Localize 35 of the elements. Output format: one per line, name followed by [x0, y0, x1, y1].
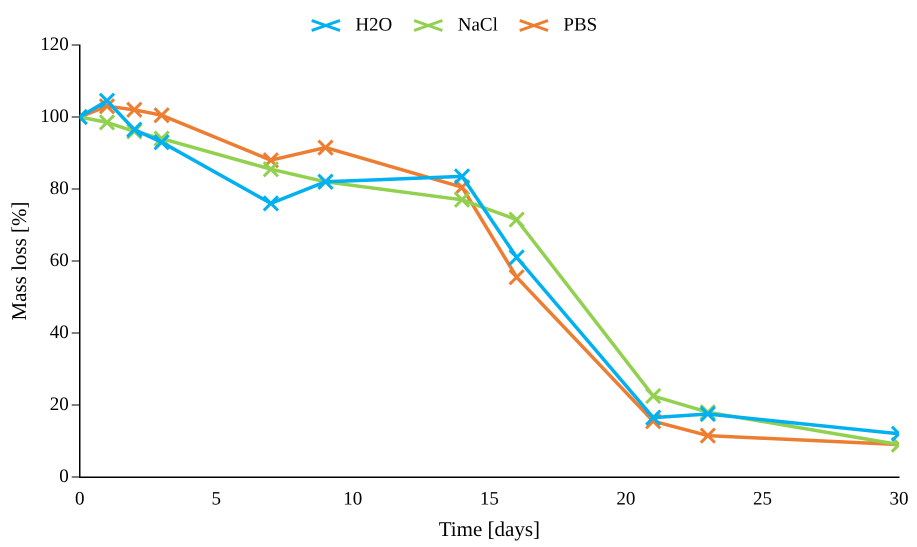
point — [98, 92, 116, 110]
point — [98, 114, 116, 131]
x-axis-title: Time [days] — [438, 516, 540, 541]
point — [262, 194, 280, 212]
y-axis-title: Mass loss [%] — [7, 202, 32, 320]
y-tick-label: 80 — [50, 178, 69, 199]
y-tick-label: 0 — [59, 466, 69, 487]
point — [508, 211, 526, 228]
point — [699, 427, 716, 444]
legend-label: PBS — [563, 14, 598, 36]
point — [508, 268, 526, 286]
point — [453, 168, 471, 185]
legend-label: NaCl — [458, 14, 498, 36]
point — [153, 106, 170, 124]
y-tick-label: 40 — [50, 322, 69, 343]
point — [262, 160, 280, 178]
point — [316, 139, 334, 156]
x-tick-label: 30 — [890, 488, 908, 510]
point — [508, 248, 526, 266]
y-tick-label: 20 — [50, 394, 69, 415]
point — [126, 101, 143, 118]
legend-label: H2O — [355, 14, 392, 36]
y-tick-label: 60 — [50, 250, 69, 271]
x-tick-label: 25 — [752, 488, 772, 510]
point — [153, 134, 170, 151]
x-tick-label: 20 — [616, 488, 636, 510]
point — [644, 387, 662, 405]
point — [644, 409, 662, 426]
y-tick-label: 100 — [40, 106, 69, 127]
x-tick-label: 15 — [480, 488, 499, 510]
point — [453, 191, 471, 208]
y-tick-label: 120 — [40, 34, 69, 55]
x-tick-label: 0 — [74, 488, 84, 510]
x-tick-label: 5 — [212, 488, 221, 510]
x-tick-label: 10 — [343, 488, 362, 510]
